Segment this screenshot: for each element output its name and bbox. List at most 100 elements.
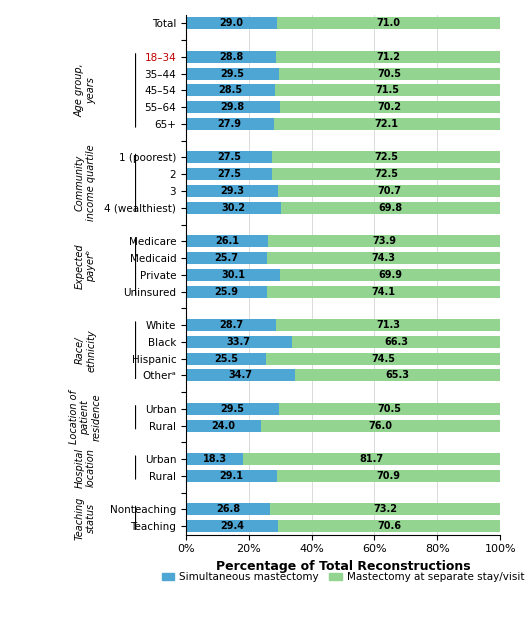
Text: 29.1: 29.1 bbox=[220, 471, 244, 481]
Text: 70.6: 70.6 bbox=[377, 521, 401, 531]
Bar bbox=[277, 470, 500, 482]
Text: 30.2: 30.2 bbox=[221, 203, 245, 213]
Text: 70.2: 70.2 bbox=[378, 102, 402, 112]
Text: 28.7: 28.7 bbox=[219, 320, 243, 330]
Bar bbox=[279, 68, 500, 80]
Text: 76.0: 76.0 bbox=[369, 421, 393, 431]
Text: 72.5: 72.5 bbox=[374, 169, 398, 179]
Text: 71.5: 71.5 bbox=[376, 86, 400, 95]
Text: 28.8: 28.8 bbox=[219, 52, 243, 62]
Bar bbox=[186, 151, 272, 164]
Text: Age group,
years: Age group, years bbox=[74, 64, 96, 117]
Text: Hospital
location: Hospital location bbox=[74, 448, 96, 488]
Bar bbox=[243, 453, 500, 465]
Text: 69.9: 69.9 bbox=[378, 270, 402, 279]
Text: 25.5: 25.5 bbox=[214, 354, 238, 364]
Text: 74.5: 74.5 bbox=[371, 354, 395, 364]
Text: 29.3: 29.3 bbox=[220, 186, 244, 196]
X-axis label: Percentage of Total Reconstructions: Percentage of Total Reconstructions bbox=[216, 560, 470, 573]
Text: 24.0: 24.0 bbox=[211, 421, 236, 431]
Bar bbox=[186, 520, 278, 532]
Bar bbox=[280, 269, 500, 281]
Text: 25.9: 25.9 bbox=[215, 287, 238, 296]
Text: Race/
ethnicity: Race/ ethnicity bbox=[74, 329, 96, 372]
Bar bbox=[186, 235, 268, 247]
Bar bbox=[272, 151, 500, 164]
Bar bbox=[186, 68, 279, 80]
Bar bbox=[292, 336, 500, 348]
Bar bbox=[186, 252, 267, 264]
Bar bbox=[295, 369, 500, 381]
Bar bbox=[186, 17, 277, 30]
Text: 73.2: 73.2 bbox=[373, 504, 397, 515]
Text: 65.3: 65.3 bbox=[386, 370, 409, 381]
Bar bbox=[278, 185, 500, 197]
Text: 26.1: 26.1 bbox=[215, 236, 239, 246]
Bar bbox=[186, 504, 270, 515]
Text: 33.7: 33.7 bbox=[227, 337, 251, 347]
Text: 72.1: 72.1 bbox=[375, 119, 399, 129]
Text: 70.9: 70.9 bbox=[377, 471, 401, 481]
Bar bbox=[186, 369, 295, 381]
Bar bbox=[279, 101, 500, 113]
Bar bbox=[267, 252, 500, 264]
Bar bbox=[273, 118, 500, 130]
Bar bbox=[186, 470, 277, 482]
Text: 69.8: 69.8 bbox=[379, 203, 402, 213]
Text: 66.3: 66.3 bbox=[384, 337, 408, 347]
Bar bbox=[272, 168, 500, 180]
Text: 18.3: 18.3 bbox=[202, 454, 227, 464]
Text: 72.5: 72.5 bbox=[374, 153, 398, 162]
Bar bbox=[270, 504, 500, 515]
Text: 28.5: 28.5 bbox=[219, 86, 243, 95]
Text: 74.1: 74.1 bbox=[372, 287, 396, 296]
Bar bbox=[281, 202, 500, 214]
Bar bbox=[186, 202, 281, 214]
Bar bbox=[279, 403, 500, 415]
Text: 26.8: 26.8 bbox=[216, 504, 240, 515]
Text: 70.5: 70.5 bbox=[378, 69, 401, 79]
Text: 27.9: 27.9 bbox=[218, 119, 242, 129]
Bar bbox=[268, 235, 500, 247]
Text: 71.0: 71.0 bbox=[376, 19, 400, 28]
Bar bbox=[186, 420, 261, 431]
Text: 74.3: 74.3 bbox=[371, 253, 396, 263]
Bar bbox=[186, 336, 292, 348]
Text: 73.9: 73.9 bbox=[372, 236, 396, 246]
Text: 29.4: 29.4 bbox=[220, 521, 244, 531]
Bar bbox=[186, 185, 278, 197]
Text: 70.5: 70.5 bbox=[378, 404, 401, 414]
Bar bbox=[276, 84, 500, 97]
Bar bbox=[186, 319, 276, 331]
Text: 30.1: 30.1 bbox=[221, 270, 245, 279]
Bar bbox=[266, 352, 500, 365]
Text: 70.7: 70.7 bbox=[377, 186, 401, 196]
Text: Teaching
status: Teaching status bbox=[74, 496, 96, 540]
Bar bbox=[186, 118, 273, 130]
Text: 29.5: 29.5 bbox=[220, 404, 244, 414]
Text: 81.7: 81.7 bbox=[359, 454, 384, 464]
Text: 29.8: 29.8 bbox=[220, 102, 245, 112]
Bar bbox=[261, 420, 500, 431]
Bar bbox=[186, 84, 276, 97]
Bar bbox=[186, 453, 243, 465]
Bar bbox=[186, 51, 276, 63]
Bar bbox=[186, 269, 280, 281]
Bar bbox=[186, 403, 279, 415]
Text: Location of
patient
residence: Location of patient residence bbox=[68, 390, 102, 444]
Text: 27.5: 27.5 bbox=[217, 153, 241, 162]
Bar bbox=[186, 285, 267, 298]
Bar bbox=[186, 101, 279, 113]
Bar bbox=[276, 51, 500, 63]
Bar bbox=[186, 168, 272, 180]
Text: 71.2: 71.2 bbox=[376, 52, 400, 62]
Text: 29.0: 29.0 bbox=[219, 19, 243, 28]
Text: 34.7: 34.7 bbox=[228, 370, 252, 381]
Bar bbox=[277, 17, 500, 30]
Text: 27.5: 27.5 bbox=[217, 169, 241, 179]
Bar bbox=[267, 285, 500, 298]
Bar bbox=[278, 520, 500, 532]
Legend: Simultaneous mastectomy, Mastectomy at separate stay/visit: Simultaneous mastectomy, Mastectomy at s… bbox=[157, 568, 529, 587]
Bar bbox=[276, 319, 500, 331]
Text: Community
income quartile: Community income quartile bbox=[74, 144, 96, 221]
